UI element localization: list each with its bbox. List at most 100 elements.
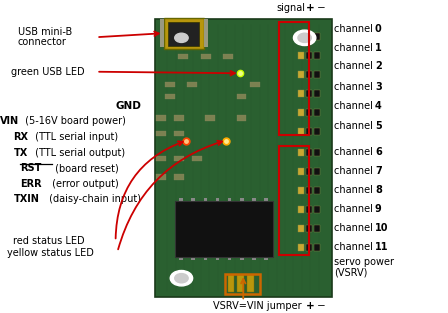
- Bar: [205, 115, 215, 121]
- Text: 8: 8: [375, 185, 382, 195]
- Bar: [250, 82, 260, 87]
- Bar: [156, 174, 166, 180]
- Text: channel: channel: [334, 24, 376, 34]
- Bar: [306, 168, 312, 175]
- Bar: [298, 128, 304, 135]
- Bar: [264, 198, 268, 201]
- Bar: [298, 52, 304, 59]
- Bar: [314, 33, 320, 40]
- Text: −: −: [317, 3, 326, 13]
- Bar: [298, 109, 304, 116]
- Text: 0: 0: [375, 24, 382, 34]
- Text: (daisy-chain input): (daisy-chain input): [46, 194, 141, 204]
- Text: channel: channel: [334, 121, 376, 131]
- Bar: [203, 257, 207, 260]
- Bar: [314, 244, 320, 251]
- Bar: [314, 187, 320, 194]
- Bar: [298, 149, 304, 156]
- Bar: [306, 109, 312, 116]
- Text: (error output): (error output): [49, 179, 119, 189]
- Bar: [223, 54, 233, 59]
- Bar: [237, 275, 244, 292]
- Bar: [201, 54, 211, 59]
- Bar: [306, 225, 312, 232]
- Bar: [203, 198, 207, 201]
- Bar: [164, 18, 204, 49]
- Text: +: +: [306, 301, 315, 311]
- Text: 1: 1: [375, 43, 382, 53]
- Bar: [252, 257, 256, 260]
- Bar: [314, 90, 320, 97]
- Bar: [298, 225, 304, 232]
- Text: channel: channel: [334, 204, 376, 214]
- Bar: [279, 146, 309, 255]
- Bar: [174, 174, 184, 180]
- Bar: [306, 33, 312, 40]
- Text: channel: channel: [334, 185, 376, 195]
- Text: (board reset): (board reset): [52, 163, 118, 173]
- Bar: [165, 94, 175, 100]
- Bar: [314, 149, 320, 156]
- Text: 7: 7: [375, 166, 382, 176]
- Text: −: −: [317, 301, 326, 311]
- Bar: [314, 206, 320, 213]
- Bar: [156, 131, 166, 136]
- Bar: [240, 257, 244, 260]
- Text: 5: 5: [375, 121, 382, 131]
- Bar: [247, 275, 254, 292]
- Bar: [298, 90, 304, 97]
- Bar: [191, 198, 195, 201]
- Bar: [225, 274, 260, 294]
- Bar: [228, 198, 232, 201]
- Bar: [155, 19, 332, 297]
- Bar: [298, 244, 304, 251]
- Bar: [179, 257, 183, 260]
- Text: 11: 11: [375, 242, 388, 252]
- Bar: [306, 244, 312, 251]
- Bar: [314, 128, 320, 135]
- Circle shape: [293, 30, 316, 45]
- Bar: [298, 71, 304, 78]
- Bar: [264, 257, 268, 260]
- Text: 2: 2: [375, 61, 382, 71]
- Text: channel: channel: [334, 101, 376, 111]
- Bar: [306, 52, 312, 59]
- Bar: [215, 257, 219, 260]
- Bar: [160, 19, 164, 47]
- Text: signal: signal: [276, 3, 306, 13]
- Bar: [174, 131, 184, 136]
- Bar: [192, 156, 202, 161]
- Bar: [215, 198, 219, 201]
- Text: (VSRV): (VSRV): [334, 268, 367, 278]
- Text: (TTL serial input): (TTL serial input): [32, 132, 118, 142]
- Text: 9: 9: [375, 204, 382, 214]
- Bar: [314, 52, 320, 59]
- Bar: [240, 198, 244, 201]
- Text: 3: 3: [375, 81, 382, 91]
- Bar: [314, 225, 320, 232]
- Text: GND: GND: [115, 101, 141, 111]
- Bar: [156, 156, 166, 161]
- Text: servo power: servo power: [334, 257, 394, 267]
- Bar: [204, 19, 208, 47]
- Circle shape: [170, 30, 193, 45]
- Bar: [165, 82, 175, 87]
- Bar: [237, 94, 246, 100]
- Bar: [306, 128, 312, 135]
- Bar: [174, 156, 184, 161]
- Text: 4: 4: [375, 101, 382, 111]
- Text: VSRV=VIN jumper: VSRV=VIN jumper: [213, 301, 302, 311]
- Bar: [306, 206, 312, 213]
- Bar: [156, 115, 166, 121]
- Text: USB mini-B: USB mini-B: [18, 27, 72, 37]
- Text: channel: channel: [334, 43, 376, 53]
- Text: channel: channel: [334, 81, 376, 91]
- Bar: [279, 23, 309, 135]
- Bar: [314, 71, 320, 78]
- Bar: [168, 23, 199, 45]
- Circle shape: [175, 274, 188, 283]
- Text: +: +: [306, 3, 315, 13]
- Text: (TTL serial output): (TTL serial output): [32, 148, 125, 158]
- Text: ERR: ERR: [20, 179, 42, 189]
- Bar: [298, 187, 304, 194]
